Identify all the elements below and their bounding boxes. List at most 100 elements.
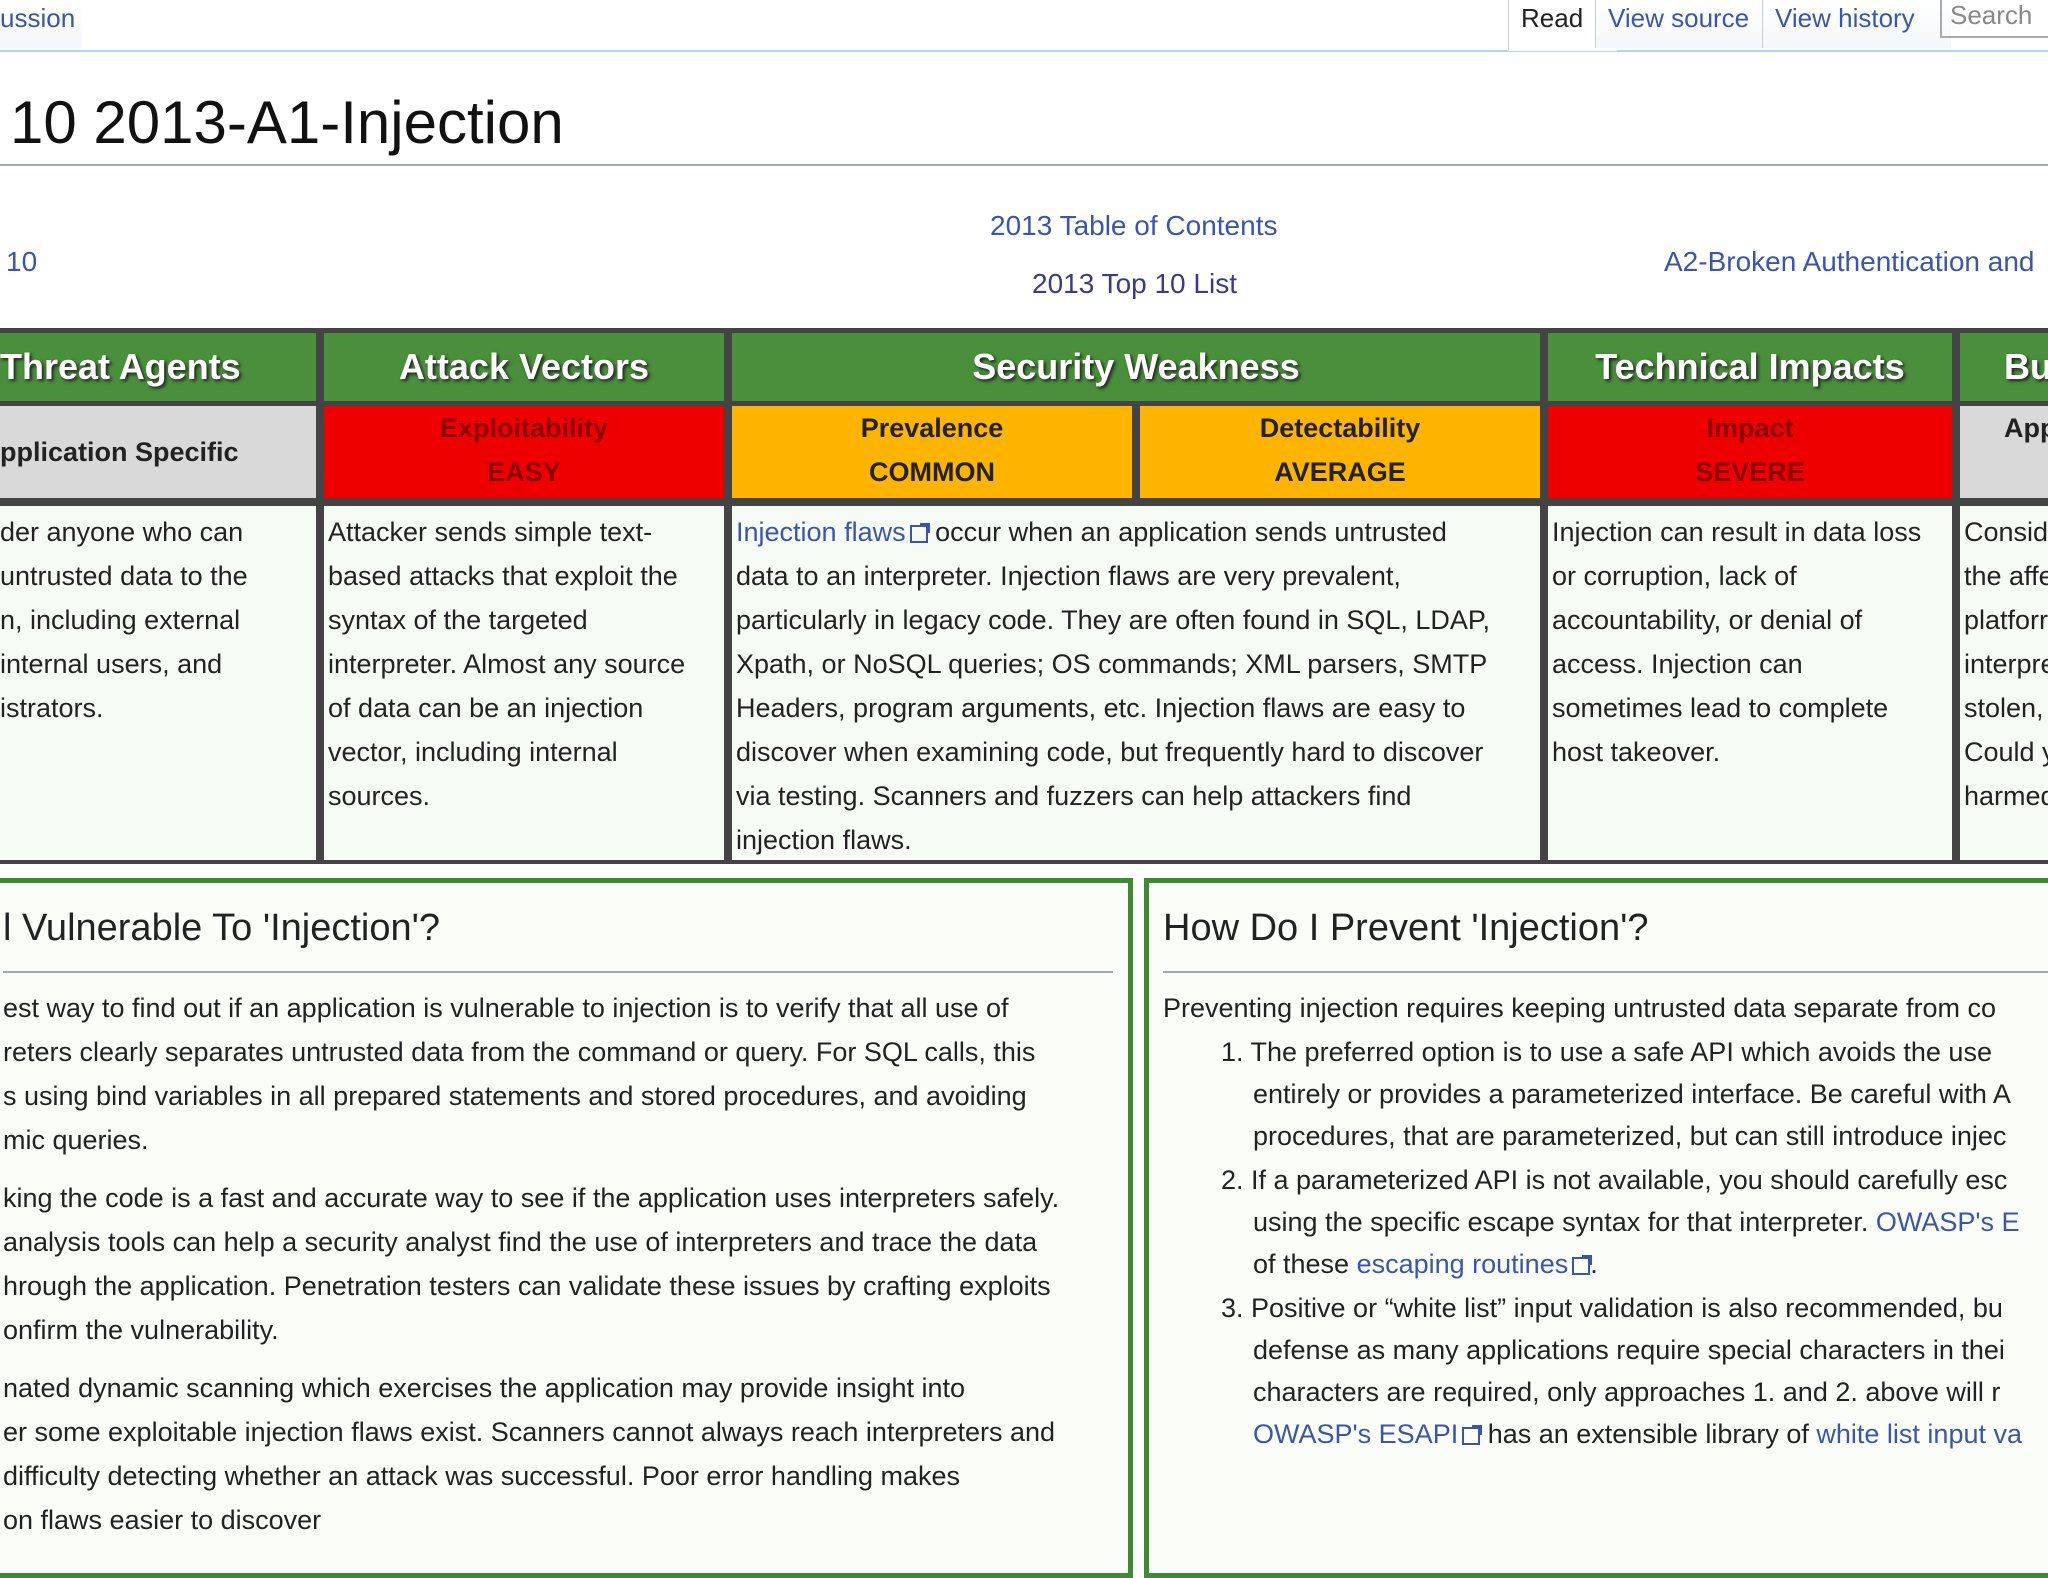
nav-toc-link[interactable]: 2013 Table of Contents bbox=[990, 210, 1278, 241]
weakness-line: Injection flaws occur when an applicatio… bbox=[736, 510, 1536, 554]
prevent-item3-line: defense as many applications require spe… bbox=[1253, 1335, 2005, 1365]
header-attack-vectors: Attack Vectors bbox=[324, 333, 724, 401]
threat-line: n, including external bbox=[0, 605, 241, 635]
vuln-p3-line: on flaws easier to discover bbox=[3, 1505, 322, 1535]
attack-line: sources. bbox=[328, 781, 431, 811]
header-threat-agents: Threat Agents bbox=[0, 333, 316, 401]
prevent-item1-line: entirely or provides a parameterized int… bbox=[1253, 1079, 2011, 1109]
prevalence-label: Prevalence bbox=[860, 413, 1004, 443]
business-line: Could y bbox=[1964, 737, 2048, 767]
attack-line: syntax of the targeted bbox=[328, 605, 588, 635]
prevent-item2-text: of these bbox=[1253, 1249, 1357, 1279]
vuln-p2-line: hrough the application. Penetration test… bbox=[3, 1271, 1051, 1301]
business-line: Consid bbox=[1964, 517, 2048, 547]
prevent-item1-line: 1. The preferred option is to use a safe… bbox=[1221, 1037, 1992, 1067]
external-link-icon bbox=[1462, 1425, 1483, 1445]
vulnerable-title: l Vulnerable To 'Injection'? bbox=[3, 907, 441, 949]
detectability-cell: Detectability AVERAGE bbox=[1140, 406, 1540, 498]
tab-spacer bbox=[84, 0, 1518, 48]
business-line: the affe bbox=[1964, 561, 2048, 591]
exploitability-label: Exploitability bbox=[439, 413, 609, 443]
vuln-p3-line: difficulty detecting whether an attack w… bbox=[3, 1461, 960, 1491]
impact-line: or corruption, lack of bbox=[1552, 561, 1797, 591]
impact-value: SEVERE bbox=[1695, 457, 1805, 487]
threat-sub-label: pplication Specific bbox=[0, 437, 239, 467]
impact-line: sometimes lead to complete bbox=[1552, 693, 1889, 723]
business-sub-label: App bbox=[2004, 413, 2048, 443]
business-sub-cell: App bbox=[1960, 406, 2048, 498]
prevent-item1-line: procedures, that are parameterized, but … bbox=[1253, 1121, 2007, 1151]
weakness-line: via testing. Scanners and fuzzers can he… bbox=[736, 781, 1412, 811]
prevalence-value: COMMON bbox=[869, 457, 995, 487]
header-security-weakness: Security Weakness bbox=[732, 333, 1540, 401]
exploitability-cell: Exploitability EASY bbox=[324, 406, 724, 498]
nav-previous-link[interactable]: 10 bbox=[6, 246, 38, 277]
vuln-p1-line: est way to find out if an application is… bbox=[3, 993, 1009, 1023]
prevent-item3-line: 3. Positive or “white list” input valida… bbox=[1221, 1293, 2003, 1323]
prevent-item2-line: using the specific escape syntax for tha… bbox=[1253, 1207, 2020, 1238]
title-divider bbox=[0, 164, 2048, 166]
attack-line: vector, including internal bbox=[328, 737, 618, 767]
owasp-encoder-link[interactable]: OWASP's E bbox=[1875, 1207, 2020, 1237]
prevent-item2-end: . bbox=[1590, 1249, 1598, 1279]
vuln-p3-line: nated dynamic scanning which exercises t… bbox=[3, 1373, 966, 1403]
threat-line: untrusted data to the bbox=[0, 561, 248, 591]
owasp-esapi-link[interactable]: OWASP's ESAPI bbox=[1253, 1419, 1459, 1449]
vuln-p1-line: reters clearly separates untrusted data … bbox=[3, 1037, 1036, 1067]
business-impacts-body: Consid the affe platforr interpre stolen… bbox=[1960, 506, 2048, 860]
nav-top10-link[interactable]: 2013 Top 10 List bbox=[1032, 268, 1237, 299]
tab-view-history[interactable]: View history bbox=[1762, 0, 1951, 48]
weakness-line: data to an interpreter. Injection flaws … bbox=[736, 561, 1401, 591]
threat-agents-body: der anyone who can untrusted data to the… bbox=[0, 506, 316, 860]
impact-line: accountability, or denial of bbox=[1552, 605, 1863, 635]
vuln-p2-line: analysis tools can help a security analy… bbox=[3, 1227, 1038, 1257]
search-input[interactable]: Search bbox=[1940, 0, 2048, 38]
tab-view-source[interactable]: View source bbox=[1595, 0, 1770, 48]
weakness-line: Xpath, or NoSQL queries; OS commands; XM… bbox=[736, 649, 1488, 679]
prevent-box: How Do I Prevent 'Injection'? Preventing… bbox=[1144, 878, 2048, 1578]
impact-line: host takeover. bbox=[1552, 737, 1721, 767]
prevent-item3-line: OWASP's ESAPI has an extensible library … bbox=[1253, 1419, 2022, 1450]
vuln-p1-line: mic queries. bbox=[3, 1125, 149, 1155]
impact-line: access. Injection can bbox=[1552, 649, 1803, 679]
escaping-routines-link[interactable]: escaping routines bbox=[1356, 1249, 1569, 1279]
header-technical-impacts: Technical Impacts bbox=[1548, 333, 1952, 401]
header-business-impacts: Bu bbox=[1960, 333, 2048, 401]
threat-application-specific: pplication Specific bbox=[0, 406, 316, 498]
prevent-divider bbox=[1163, 971, 2048, 973]
impact-cell: Impact SEVERE bbox=[1548, 406, 1952, 498]
vuln-p1-line: s using bind variables in all prepared s… bbox=[3, 1081, 1027, 1111]
prevent-item2-line: of these escaping routines. bbox=[1253, 1249, 1598, 1280]
prevent-item3-text: has an extensible library of bbox=[1480, 1419, 1817, 1449]
weakness-line: injection flaws. bbox=[736, 825, 912, 855]
top-tab-bar: ussion Read View source View history Sea… bbox=[0, 0, 2048, 52]
business-line: interpre bbox=[1964, 649, 2048, 679]
threat-line: istrators. bbox=[0, 693, 104, 723]
weakness-line: particularly in legacy code. They are of… bbox=[736, 605, 1490, 635]
attack-line: based attacks that exploit the bbox=[328, 561, 678, 591]
prevalence-cell: Prevalence COMMON bbox=[732, 406, 1132, 498]
attack-vectors-body: Attacker sends simple text- based attack… bbox=[324, 506, 724, 860]
injection-flaws-link[interactable]: Injection flaws bbox=[736, 517, 906, 547]
prevent-item3-line: characters are required, only approaches… bbox=[1253, 1377, 2001, 1407]
prevent-item2-line: 2. If a parameterized API is not availab… bbox=[1221, 1165, 2008, 1195]
exploitability-value: EASY bbox=[487, 457, 561, 487]
detectability-label: Detectability bbox=[1259, 413, 1421, 443]
business-line: stolen, bbox=[1964, 693, 2044, 723]
technical-impacts-body: Injection can result in data loss or cor… bbox=[1548, 506, 1952, 860]
attack-line: of data can be an injection bbox=[328, 693, 644, 723]
vuln-p3-line: er some exploitable injection flaws exis… bbox=[3, 1417, 1056, 1447]
threat-line: internal users, and bbox=[0, 649, 223, 679]
white-list-input-link[interactable]: white list input va bbox=[1816, 1419, 2022, 1449]
attack-line: Attacker sends simple text- bbox=[328, 517, 653, 547]
external-link-icon bbox=[1572, 1255, 1593, 1275]
nav-next-link[interactable]: A2-Broken Authentication and bbox=[1664, 246, 2035, 277]
tab-discussion[interactable]: ussion bbox=[0, 0, 82, 48]
prevent-intro: Preventing injection requires keeping un… bbox=[1163, 993, 1996, 1023]
impact-line: Injection can result in data loss bbox=[1552, 517, 1922, 547]
security-weakness-body: Injection flaws occur when an applicatio… bbox=[732, 506, 1540, 860]
vuln-p2-line: onfirm the vulnerability. bbox=[3, 1315, 279, 1345]
page-title: 10 2013-A1-Injection bbox=[10, 89, 564, 156]
business-line: harmed bbox=[1964, 781, 2048, 811]
prevent-title: How Do I Prevent 'Injection'? bbox=[1163, 907, 1649, 949]
